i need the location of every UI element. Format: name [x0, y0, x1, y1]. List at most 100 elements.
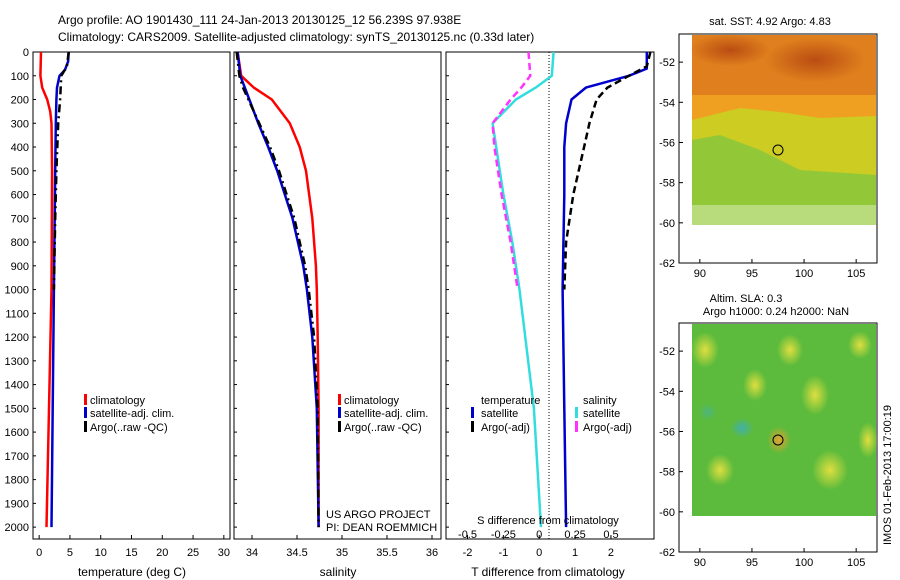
sla-map-lat-label: -60 — [659, 507, 675, 519]
legend-label-t-satellite: satellite — [481, 408, 518, 420]
salinity-line-2 — [236, 52, 320, 528]
s-difference-label: S difference from climatology — [477, 515, 619, 527]
difference-t-tick-label: -2 — [463, 547, 473, 559]
legend-label-argo: Argo(..raw -QC) — [344, 422, 422, 434]
legend-swatch-climatology — [338, 394, 341, 405]
sst-map-lat-label: -56 — [659, 137, 675, 149]
timestamp-stamp: IMOS 01-Feb-2013 17:00:19 — [882, 405, 894, 545]
depth-tick-label: 1500 — [5, 403, 29, 415]
temperature-x-tick-label: 10 — [95, 547, 107, 559]
legend-swatch-satellite — [84, 407, 87, 418]
legend-label-climatology: climatology — [90, 395, 146, 407]
sla-map-title-line2: Argo h1000: 0.24 h2000: NaN — [703, 306, 849, 318]
sst-map-lat-label: -62 — [659, 258, 675, 270]
legend-swatch-satellite — [338, 407, 341, 418]
legend-swatch-t-satellite — [471, 407, 474, 418]
sla-heatmap — [691, 324, 878, 516]
sla-map-lat-label: -62 — [659, 547, 675, 559]
depth-tick-label: 200 — [11, 95, 29, 107]
difference-s-tick-label: 0.25 — [564, 529, 585, 541]
salinity-ticks: 34 34.5 35 35.5 36 — [234, 51, 438, 559]
depth-tick-label: 1800 — [5, 475, 29, 487]
figure-title-line1: Argo profile: AO 1901430_111 24-Jan-2013… — [58, 13, 461, 27]
sst-map-lat-label: -54 — [659, 97, 675, 109]
difference-s-tick-label: 0 — [536, 529, 542, 541]
salinity-x-tick-label: 34.5 — [286, 547, 307, 559]
legend-title-temperature: temperature — [481, 395, 540, 407]
sla-low-patch — [699, 403, 717, 421]
sst-map-ticks: -52 -54 -56 -58 -60 -62 90 95 100 105 — [659, 57, 865, 280]
depth-tick-label: 1200 — [5, 332, 29, 344]
temperature-x-tick-label: 20 — [156, 547, 168, 559]
sst-heatmap — [690, 34, 876, 225]
depth-tick-label: 1000 — [5, 285, 29, 297]
temperature-legend: climatology satellite-adj. clim. Argo(..… — [84, 394, 174, 434]
sst-map-lon-label: 90 — [694, 268, 706, 280]
sst-map-panel: sat. SST: 4.92 Argo: 4.83 -52 -54 -56 -58 -6… — [659, 16, 878, 280]
sla-map-panel: Altim. SLA: 0.3 Argo h1000: 0.24 h2000: … — [659, 293, 894, 569]
temperature-x-tick-label: 25 — [187, 547, 199, 559]
salinity-x-tick-label: 34 — [246, 547, 258, 559]
salinity-legend: climatology satellite-adj. clim. Argo(..… — [338, 394, 428, 434]
sla-map-lon-label: 90 — [694, 557, 706, 569]
difference-s-tick-label: 0.5 — [603, 529, 618, 541]
sla-high-patch — [848, 331, 872, 359]
depth-tick-label: 600 — [11, 190, 29, 202]
difference-line-4 — [491, 52, 532, 290]
legend-swatch-argo — [338, 421, 341, 432]
sst-map-lat-label: -60 — [659, 218, 675, 230]
sla-map-lon-label: 95 — [746, 557, 758, 569]
legend-swatch-t-argo — [471, 421, 474, 432]
sla-map-lon-label: 105 — [847, 557, 865, 569]
sla-map-lat-label: -58 — [659, 467, 675, 479]
difference-t-tick-label: -1 — [498, 547, 508, 559]
sst-cold-region — [692, 135, 876, 225]
temperature-x-tick-label: 0 — [36, 547, 42, 559]
sla-map-title-line1: Altim. SLA: 0.3 — [710, 293, 783, 305]
sla-high-patch — [858, 422, 878, 458]
depth-tick-label: 900 — [11, 261, 29, 273]
sla-peak-patch — [767, 426, 791, 454]
legend-swatch-s-satellite — [575, 407, 578, 418]
legend-swatch-s-argo — [575, 421, 578, 432]
sst-map-lon-label: 95 — [746, 268, 758, 280]
salinity-line-1 — [236, 52, 320, 528]
sla-high-patch — [801, 375, 829, 415]
sla-high-patch — [691, 332, 719, 368]
sla-map-lat-label: -54 — [659, 386, 675, 398]
temperature-lines — [39, 52, 70, 528]
sla-high-patch — [777, 334, 803, 366]
sla-map-ticks: -52 -54 -56 -58 -60 -62 90 95 100 105 — [659, 346, 865, 569]
sst-warm-patch — [690, 34, 770, 66]
sla-low-patch — [730, 418, 754, 438]
depth-axis-labels: 0 100 200 300 400 500 600 700 800 900 1000 1100 1200… — [5, 47, 29, 534]
difference-s-tick-label: -0.25 — [491, 529, 516, 541]
difference-s-tick-label: -0.5 — [458, 529, 477, 541]
sst-map-title: sat. SST: 4.92 Argo: 4.83 — [709, 16, 831, 28]
depth-tick-label: 300 — [11, 118, 29, 130]
depth-tick-label: 700 — [11, 213, 29, 225]
salinity-line-3 — [235, 52, 320, 528]
salinity-x-tick-label: 35 — [336, 547, 348, 559]
legend-swatch-argo — [84, 421, 87, 432]
depth-tick-label: 2000 — [5, 522, 29, 534]
depth-tick-label: 0 — [23, 47, 29, 59]
sst-map-lon-label: 105 — [847, 268, 865, 280]
difference-panel-frame — [445, 51, 655, 540]
legend-label-s-argo: Argo(-adj) — [583, 422, 632, 434]
sst-argo-marker — [772, 144, 784, 156]
difference-legend: temperature satellite Argo(-adj) salinit… — [471, 395, 632, 434]
sst-map-lat-label: -52 — [659, 57, 675, 69]
figure-title-line2: Climatology: CARS2009. Satellite-adjuste… — [58, 30, 534, 44]
temperature-xlabel: temperature (deg C) — [78, 565, 186, 579]
legend-swatch-climatology — [84, 394, 87, 405]
depth-tick-label: 1600 — [5, 427, 29, 439]
sla-high-patch — [743, 369, 767, 401]
temperature-line-1 — [39, 52, 54, 528]
salinity-panel-frame — [233, 51, 442, 540]
depth-tick-label: 1400 — [5, 380, 29, 392]
difference-t-tick-label: 1 — [572, 547, 578, 559]
credit-line2: PI: DEAN ROEMMICH — [326, 522, 437, 534]
sst-map-lon-label: 100 — [795, 268, 813, 280]
